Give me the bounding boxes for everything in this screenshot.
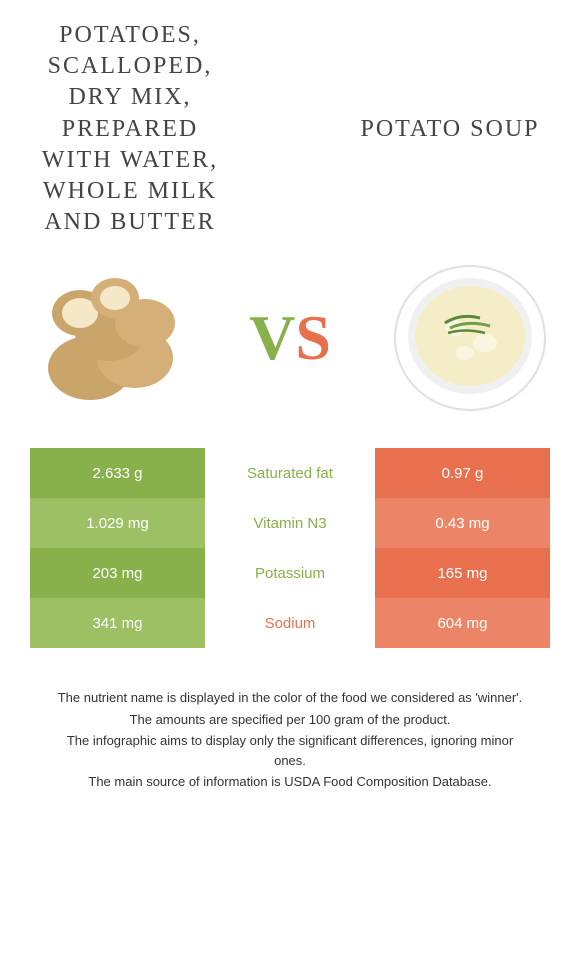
potatoes-image xyxy=(30,258,190,418)
vs-label: VS xyxy=(249,301,331,375)
footer-line: The nutrient name is displayed in the co… xyxy=(50,688,530,708)
table-row: 1.029 mgVitamin N30.43 mg xyxy=(30,498,550,548)
cell-right-value: 165 mg xyxy=(375,548,550,598)
title-right: POTATO SOUP xyxy=(350,114,550,145)
titles-row: POTATOES, SCALLOPED, DRY MIX, PREPARED W… xyxy=(30,20,550,238)
footer-text: The nutrient name is displayed in the co… xyxy=(30,688,550,792)
footer-line: The main source of information is USDA F… xyxy=(50,772,530,792)
cell-left-value: 341 mg xyxy=(30,598,205,648)
cell-right-value: 0.43 mg xyxy=(375,498,550,548)
cell-right-value: 0.97 g xyxy=(375,448,550,498)
footer-line: The amounts are specified per 100 gram o… xyxy=(50,710,530,730)
footer-line: The infographic aims to display only the… xyxy=(50,731,530,770)
cell-left-value: 1.029 mg xyxy=(30,498,205,548)
cell-right-value: 604 mg xyxy=(375,598,550,648)
infographic-container: POTATOES, SCALLOPED, DRY MIX, PREPARED W… xyxy=(0,0,580,814)
cell-nutrient-name: Saturated fat xyxy=(205,448,375,498)
cell-nutrient-name: Potassium xyxy=(205,548,375,598)
cell-nutrient-name: Sodium xyxy=(205,598,375,648)
soup-image xyxy=(390,258,550,418)
cell-left-value: 2.633 g xyxy=(30,448,205,498)
cell-nutrient-name: Vitamin N3 xyxy=(205,498,375,548)
cell-left-value: 203 mg xyxy=(30,548,205,598)
table-row: 341 mgSodium604 mg xyxy=(30,598,550,648)
table-row: 2.633 gSaturated fat0.97 g xyxy=(30,448,550,498)
vs-v: V xyxy=(249,302,295,373)
vs-s: S xyxy=(295,302,331,373)
images-row: VS xyxy=(30,258,550,418)
title-left: POTATOES, SCALLOPED, DRY MIX, PREPARED W… xyxy=(30,20,230,238)
table-row: 203 mgPotassium165 mg xyxy=(30,548,550,598)
nutrient-table: 2.633 gSaturated fat0.97 g1.029 mgVitami… xyxy=(30,448,550,648)
